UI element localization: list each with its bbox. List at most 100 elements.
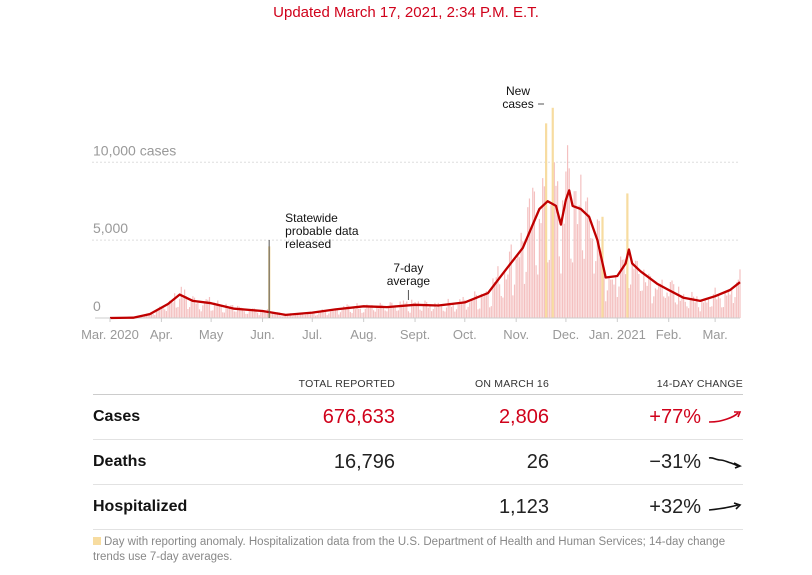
daily-bar xyxy=(179,298,181,318)
daily-bar xyxy=(590,238,592,318)
daily-bar xyxy=(560,273,562,318)
daily-bar xyxy=(668,296,670,318)
daily-bar xyxy=(538,218,540,318)
x-tick-labels: Mar. 2020 Apr. May Jun. Jul. Aug. Sept. Oct. Nov… xyxy=(81,318,728,342)
daily-bar xyxy=(217,300,219,318)
daily-bar xyxy=(679,300,681,318)
total-value xyxy=(273,484,395,530)
daily-bar xyxy=(580,174,582,318)
daily-bar xyxy=(227,308,229,318)
daily-bar xyxy=(144,315,146,318)
daily-bar xyxy=(391,302,393,318)
x-tick-label: Jul. xyxy=(302,327,322,342)
daily-bar xyxy=(167,305,169,318)
daily-bar xyxy=(729,294,731,318)
daily-bar xyxy=(474,291,476,318)
day-value: 1,123 xyxy=(395,484,549,530)
daily-bar xyxy=(522,241,524,318)
daily-bar xyxy=(603,267,605,318)
daily-bar xyxy=(553,162,555,318)
trend-up-arrow-icon xyxy=(708,411,742,423)
daily-bar xyxy=(558,256,560,318)
daily-bar xyxy=(663,296,665,318)
daily-bar xyxy=(293,315,295,318)
daily-bar xyxy=(734,297,736,318)
daily-bar xyxy=(706,302,708,318)
daily-bar xyxy=(396,310,398,318)
daily-bar xyxy=(618,286,620,318)
daily-bar xyxy=(184,289,186,318)
daily-bar xyxy=(739,269,741,318)
daily-bar xyxy=(525,271,527,318)
daily-bar xyxy=(494,281,496,318)
daily-bar xyxy=(656,289,658,318)
anomaly-swatch-icon xyxy=(93,537,101,545)
daily-bar xyxy=(535,265,537,318)
daily-bar xyxy=(697,307,700,318)
daily-bar xyxy=(472,298,474,318)
daily-bar xyxy=(683,294,685,318)
daily-bar xyxy=(517,254,519,318)
daily-bar xyxy=(324,311,327,318)
daily-bar xyxy=(281,316,284,318)
daily-bar xyxy=(233,311,235,318)
daily-bar xyxy=(469,302,471,318)
daily-bar xyxy=(563,223,565,318)
daily-bar xyxy=(316,314,318,318)
daily-bar xyxy=(377,308,380,318)
daily-bar xyxy=(628,288,630,318)
daily-bar xyxy=(263,310,265,318)
daily-bar xyxy=(208,296,211,318)
daily-bar xyxy=(305,314,307,318)
day-value: 26 xyxy=(395,439,549,485)
daily-bar xyxy=(712,294,715,318)
daily-bar xyxy=(182,297,184,318)
daily-bar xyxy=(300,314,302,318)
daily-bar xyxy=(369,306,371,318)
daily-bar xyxy=(175,307,177,318)
daily-bar xyxy=(620,256,622,318)
daily-bar xyxy=(736,282,738,318)
daily-bar xyxy=(421,310,423,318)
daily-bar xyxy=(482,296,484,318)
daily-bar xyxy=(426,301,428,318)
daily-bar xyxy=(714,287,716,318)
daily-bar xyxy=(676,304,678,318)
daily-bar xyxy=(497,266,499,318)
daily-bar xyxy=(240,307,242,318)
daily-bar xyxy=(381,304,383,318)
daily-bar xyxy=(358,308,360,318)
daily-bar xyxy=(444,311,446,318)
daily-bar xyxy=(314,315,317,318)
daily-bar xyxy=(598,220,600,318)
daily-bar xyxy=(411,299,413,318)
x-tick-label: Feb. xyxy=(656,327,682,342)
daily-bar xyxy=(298,314,300,318)
change-value: +77% xyxy=(649,405,701,428)
daily-bar xyxy=(689,299,691,318)
x-tick-label: Nov. xyxy=(503,327,529,342)
daily-bar xyxy=(218,304,221,318)
annotation-text: New xyxy=(506,84,530,98)
daily-bar xyxy=(631,264,633,318)
daily-bar xyxy=(379,302,381,318)
daily-bar xyxy=(384,310,386,318)
daily-bar xyxy=(434,302,436,318)
daily-bar xyxy=(613,284,615,318)
daily-bar xyxy=(162,308,164,318)
daily-bar xyxy=(495,277,497,318)
metric-label: Hospitalized xyxy=(93,484,273,530)
daily-bar xyxy=(555,185,557,318)
daily-bar xyxy=(270,314,272,318)
daily-bar xyxy=(142,316,144,318)
daily-bar xyxy=(245,313,247,318)
daily-bar xyxy=(242,308,244,318)
daily-bar xyxy=(149,314,151,318)
daily-bar xyxy=(250,309,252,318)
daily-bar xyxy=(658,285,660,318)
daily-bar xyxy=(562,200,564,318)
daily-bar xyxy=(586,197,589,318)
daily-bar xyxy=(243,311,245,318)
daily-bar xyxy=(442,310,444,318)
daily-bar xyxy=(576,224,579,318)
